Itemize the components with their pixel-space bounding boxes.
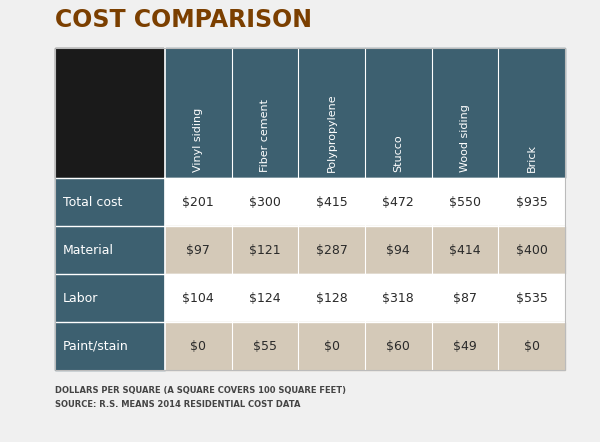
Bar: [365, 48, 431, 178]
Bar: [165, 178, 232, 226]
Bar: [55, 48, 565, 370]
Text: Wood siding: Wood siding: [460, 104, 470, 172]
Bar: [499, 274, 565, 322]
Text: $415: $415: [316, 195, 347, 209]
Text: DOLLARS PER SQUARE (A SQUARE COVERS 100 SQUARE FEET): DOLLARS PER SQUARE (A SQUARE COVERS 100 …: [55, 386, 346, 395]
Text: COST COMPARISON: COST COMPARISON: [55, 8, 312, 32]
Bar: [165, 322, 232, 370]
Bar: [165, 226, 232, 274]
Text: $97: $97: [187, 244, 210, 256]
Bar: [55, 48, 165, 178]
Bar: [499, 322, 565, 370]
Bar: [298, 226, 365, 274]
Bar: [55, 226, 165, 274]
Text: $550: $550: [449, 195, 481, 209]
Text: Material: Material: [63, 244, 114, 256]
Bar: [232, 274, 298, 322]
Bar: [431, 178, 499, 226]
Text: Total cost: Total cost: [63, 195, 122, 209]
Bar: [298, 178, 365, 226]
Text: Vinyl siding: Vinyl siding: [193, 108, 203, 172]
Text: $318: $318: [382, 292, 414, 305]
Bar: [365, 274, 431, 322]
Text: $287: $287: [316, 244, 347, 256]
Bar: [499, 48, 565, 178]
Bar: [365, 322, 431, 370]
Text: SOURCE: R.S. MEANS 2014 RESIDENTIAL COST DATA: SOURCE: R.S. MEANS 2014 RESIDENTIAL COST…: [55, 400, 301, 409]
Text: $0: $0: [323, 339, 340, 353]
Bar: [55, 274, 165, 322]
Text: Brick: Brick: [527, 144, 536, 172]
Bar: [232, 48, 298, 178]
Text: $935: $935: [516, 195, 548, 209]
Text: Stucco: Stucco: [394, 134, 403, 172]
Text: $414: $414: [449, 244, 481, 256]
Bar: [232, 226, 298, 274]
Text: $535: $535: [516, 292, 548, 305]
Text: Paint/stain: Paint/stain: [63, 339, 129, 353]
Text: $49: $49: [453, 339, 477, 353]
Bar: [165, 48, 232, 178]
Text: Labor: Labor: [63, 292, 98, 305]
Bar: [365, 178, 431, 226]
Text: $87: $87: [453, 292, 477, 305]
Bar: [499, 178, 565, 226]
Bar: [165, 274, 232, 322]
Text: $55: $55: [253, 339, 277, 353]
Text: $0: $0: [190, 339, 206, 353]
Bar: [298, 48, 365, 178]
Text: $124: $124: [249, 292, 281, 305]
Text: $472: $472: [382, 195, 414, 209]
Bar: [232, 178, 298, 226]
Bar: [431, 226, 499, 274]
Bar: [55, 322, 165, 370]
Bar: [298, 274, 365, 322]
Text: $104: $104: [182, 292, 214, 305]
Text: $60: $60: [386, 339, 410, 353]
Bar: [298, 322, 365, 370]
Text: $400: $400: [516, 244, 548, 256]
Text: $128: $128: [316, 292, 347, 305]
Bar: [365, 226, 431, 274]
Text: $94: $94: [386, 244, 410, 256]
Text: $0: $0: [524, 339, 539, 353]
Text: $300: $300: [249, 195, 281, 209]
Text: $201: $201: [182, 195, 214, 209]
Bar: [431, 274, 499, 322]
Text: $121: $121: [249, 244, 281, 256]
Bar: [431, 322, 499, 370]
Text: Polypropylene: Polypropylene: [326, 93, 337, 172]
Text: Fiber cement: Fiber cement: [260, 99, 270, 172]
Bar: [499, 226, 565, 274]
Bar: [431, 48, 499, 178]
Bar: [55, 178, 165, 226]
Bar: [232, 322, 298, 370]
